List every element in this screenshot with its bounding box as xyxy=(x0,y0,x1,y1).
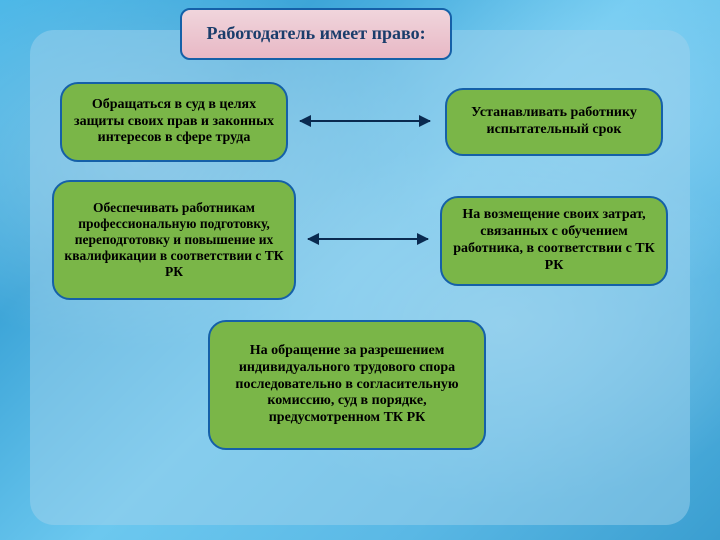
title-box: Работодатель имеет право: xyxy=(180,8,452,60)
title-text: Работодатель имеет право: xyxy=(206,23,425,45)
double-arrow-a1 xyxy=(300,120,430,122)
node-text: Обращаться в суд в целях защиты своих пр… xyxy=(72,97,276,147)
node-text: Устанавливать работнику испытательный ср… xyxy=(457,105,651,139)
double-arrow-a2 xyxy=(308,238,428,240)
diagram-node-n3: Обеспечивать работникам профессиональную… xyxy=(52,180,296,300)
diagram-node-n2: Устанавливать работнику испытательный ср… xyxy=(445,88,663,156)
diagram-node-n1: Обращаться в суд в целях защиты своих пр… xyxy=(60,82,288,162)
diagram-node-n5: На обращение за разрешением индивидуальн… xyxy=(208,320,486,450)
node-text: На обращение за разрешением индивидуальн… xyxy=(220,343,474,427)
diagram-node-n4: На возмещение своих затрат, связанных с … xyxy=(440,196,668,286)
node-text: На возмещение своих затрат, связанных с … xyxy=(452,207,656,274)
node-text: Обеспечивать работникам профессиональную… xyxy=(64,200,284,281)
